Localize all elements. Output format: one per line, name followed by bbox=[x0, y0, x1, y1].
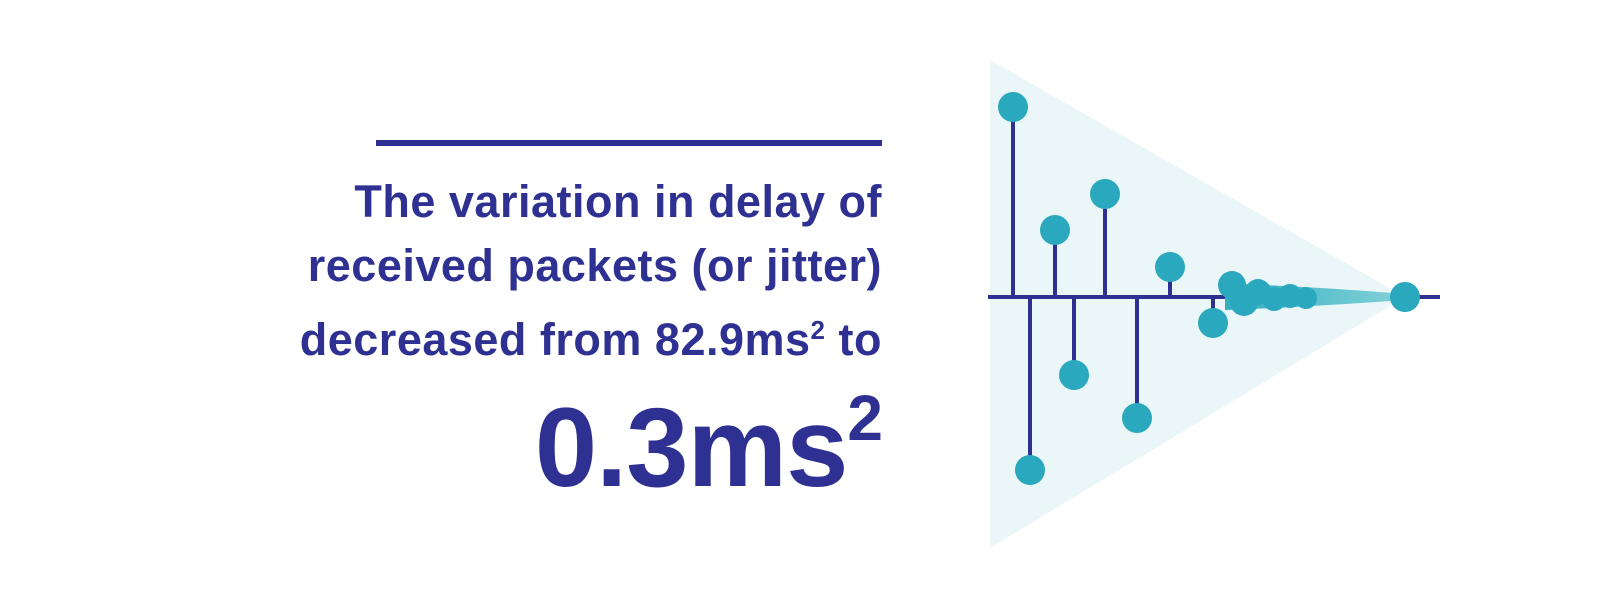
dot-3 bbox=[1040, 215, 1070, 245]
dot-5 bbox=[1090, 179, 1120, 209]
headline-line-3: decreased from 82.9ms2 to bbox=[300, 298, 882, 372]
dot-6 bbox=[1122, 403, 1152, 433]
jitter-value: 0.3ms2 bbox=[534, 358, 883, 510]
headline-line-3-prefix: decreased from 82.9ms bbox=[299, 314, 811, 365]
headline-line-2: received packets (or jitter) bbox=[307, 240, 882, 291]
headline-rule bbox=[376, 140, 882, 146]
superscript-2: 2 bbox=[810, 315, 826, 345]
dot-7 bbox=[1155, 252, 1185, 282]
headline-line-1: The variation in delay of bbox=[354, 176, 882, 227]
dots bbox=[998, 92, 1420, 485]
dot-2 bbox=[1015, 455, 1045, 485]
jitter-value-superscript: 2 bbox=[847, 382, 883, 454]
dot-14 bbox=[1295, 287, 1317, 309]
dot-8 bbox=[1198, 308, 1228, 338]
dot-4 bbox=[1059, 360, 1089, 390]
decaying-signal-illustration bbox=[988, 60, 1440, 548]
dot-1 bbox=[998, 92, 1028, 122]
dot-15 bbox=[1390, 282, 1420, 312]
headline-line-3-suffix: to bbox=[825, 314, 882, 365]
jitter-value-number: 0.3ms bbox=[534, 385, 849, 510]
cone-shape bbox=[990, 60, 1405, 548]
